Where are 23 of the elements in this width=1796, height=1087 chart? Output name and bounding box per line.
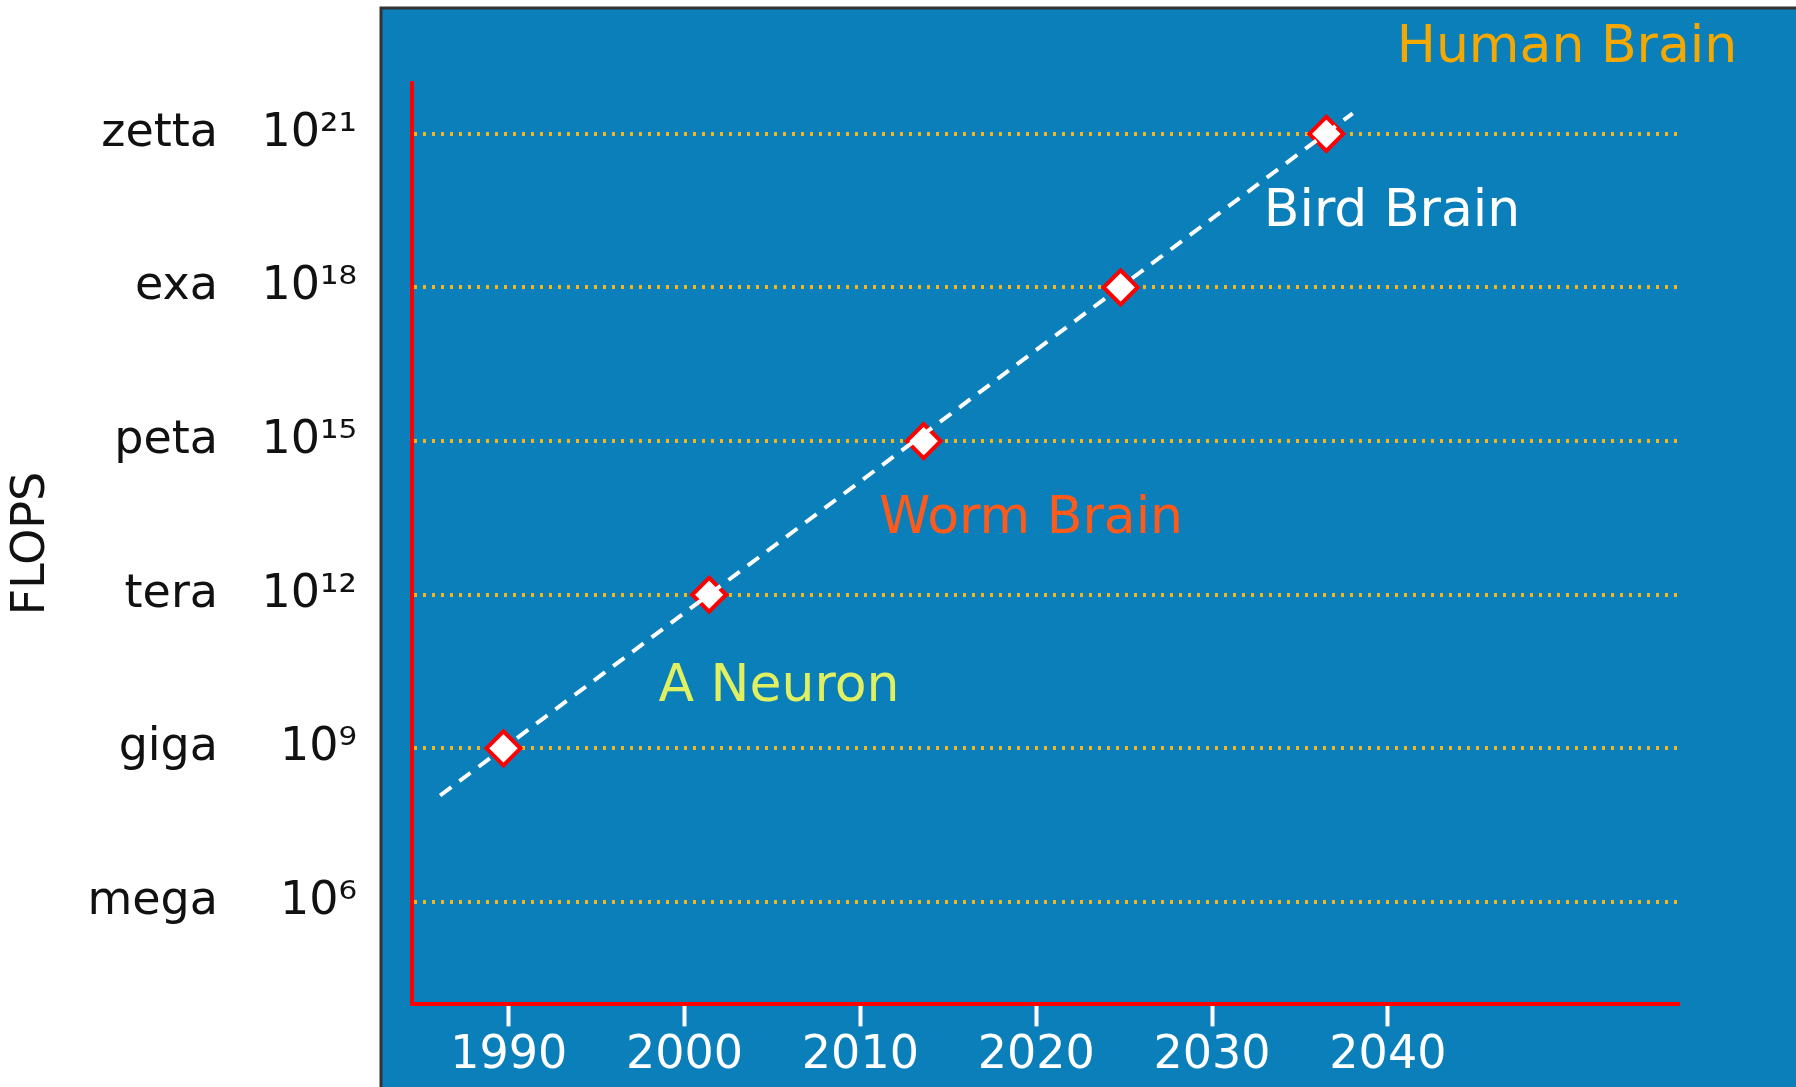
text: zetta xyxy=(101,102,218,157)
text: giga xyxy=(118,717,218,772)
y-tick-label: 10¹² xyxy=(261,563,357,618)
text: Human Brain xyxy=(1396,13,1738,74)
x-tick-label: 1990 xyxy=(450,1024,568,1079)
y-tick-label: 10²¹ xyxy=(261,102,357,157)
x-tick-label: 2010 xyxy=(801,1024,919,1079)
x-tick-label: 2000 xyxy=(626,1024,744,1079)
x-tick-label: 2040 xyxy=(1329,1024,1447,1079)
text: tera xyxy=(124,563,218,618)
y-axis-title: FLOPS xyxy=(0,471,55,616)
y-tick-label: 10¹⁵ xyxy=(261,410,357,465)
y-tick-label: 10¹⁸ xyxy=(261,256,357,311)
text: peta xyxy=(114,410,218,465)
text: mega xyxy=(87,870,218,925)
annotation: A Neuron xyxy=(658,652,900,713)
y-tick-label: 10⁹ xyxy=(280,717,357,772)
x-tick-label: 2020 xyxy=(977,1024,1095,1079)
x-tick-label: 2030 xyxy=(1153,1024,1271,1079)
text: exa xyxy=(135,256,218,311)
y-tick-label: 10⁶ xyxy=(280,870,357,925)
annotation: Bird Brain xyxy=(1263,177,1521,238)
annotation: Worm Brain xyxy=(878,484,1184,545)
